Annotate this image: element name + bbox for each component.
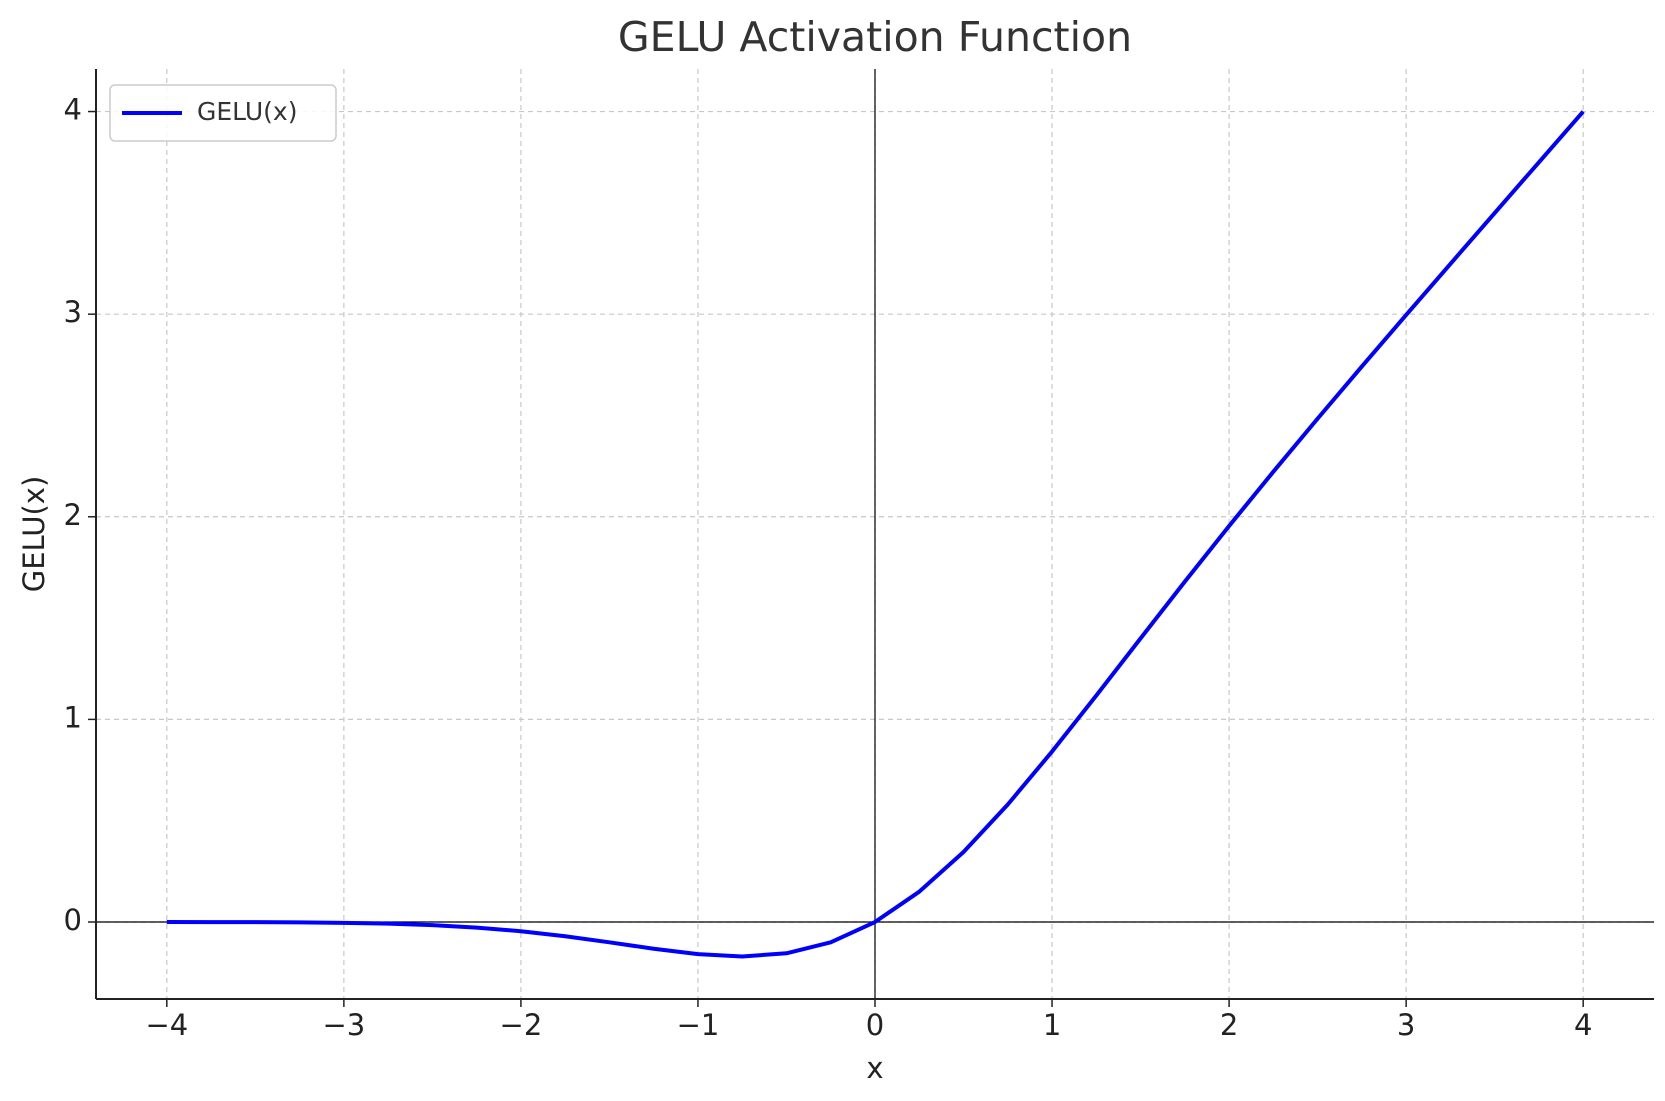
y-tick-label: 0	[64, 903, 82, 937]
x-tick-label: 1	[1043, 1008, 1061, 1042]
x-tick-label: −2	[500, 1008, 543, 1042]
x-tick-label: −4	[145, 1008, 188, 1042]
chart-title: GELU Activation Function	[618, 13, 1132, 61]
y-tick-label: 4	[64, 93, 82, 127]
y-tick-label: 1	[64, 700, 82, 734]
x-tick-label: 2	[1220, 1008, 1238, 1042]
legend-box	[109, 84, 337, 142]
x-tick-label: −3	[322, 1008, 365, 1042]
x-axis-label: x	[866, 1051, 883, 1085]
line-series	[166, 110, 1585, 959]
y-axis-label: GELU(x)	[17, 476, 51, 593]
x-tick-label: 3	[1397, 1008, 1415, 1042]
legend-label: GELU(x)	[197, 97, 297, 126]
x-tick-label: 0	[866, 1008, 884, 1042]
x-tick-label: −1	[677, 1008, 720, 1042]
y-tick-label: 3	[64, 295, 82, 329]
x-tick-label: 4	[1574, 1008, 1592, 1042]
y-tick-label: 2	[64, 498, 82, 532]
